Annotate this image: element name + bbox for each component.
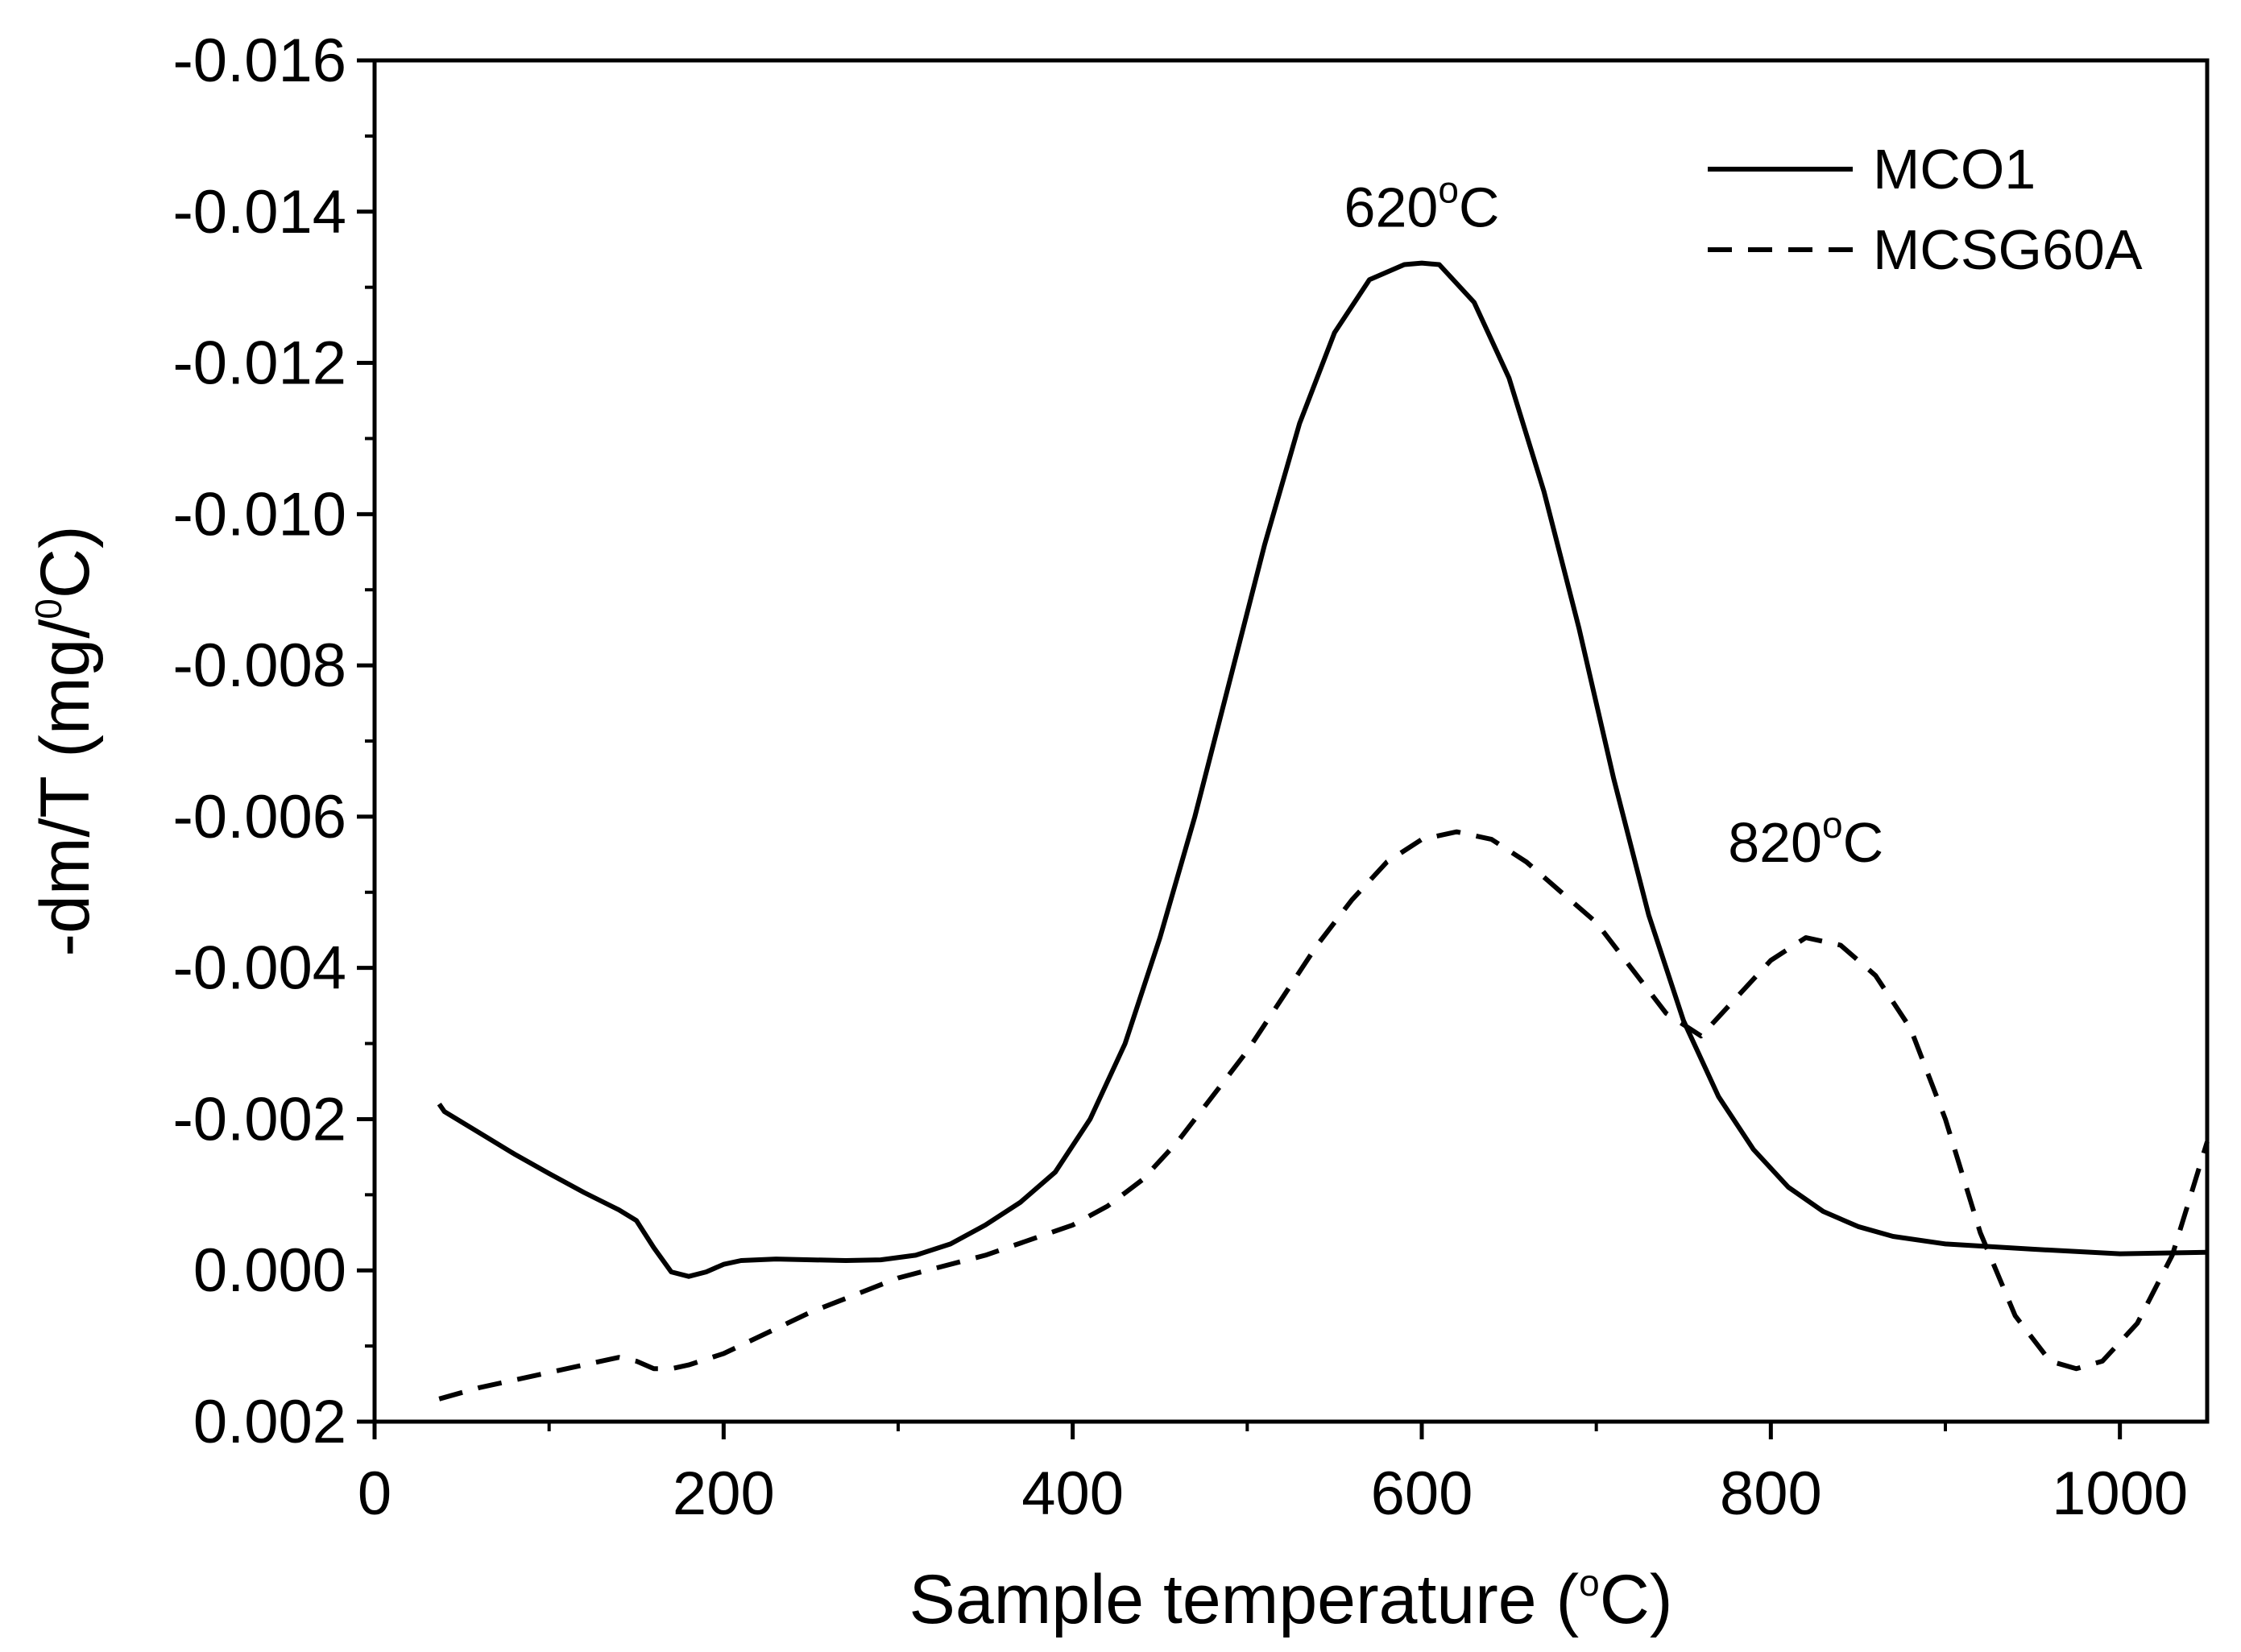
y-tick-label: -0.004 [173,934,347,1003]
legend-label-mco1: MCO1 [1873,138,2036,201]
y-tick-label: -0.008 [173,631,347,700]
x-tick-label: 800 [1720,1459,1822,1528]
x-tick-label: 0 [358,1459,391,1528]
legend-label-mcsg60a: MCSG60A [1873,218,2143,281]
y-tick-label: -0.016 [173,27,347,95]
y-tick-label: -0.002 [173,1085,347,1153]
legend: MCO1 MCSG60A [1708,138,2143,281]
x-axis-title: Sample temperature (oC) [909,1561,1672,1638]
x-tick-label: 400 [1021,1459,1124,1528]
series-line-mcsg60a [438,829,2210,1402]
ticks-layer [357,58,2123,1439]
y-axis-title: -dm/T (mg/0C) [27,525,104,956]
y-tick-label: -0.014 [173,178,347,246]
annotations-layer: 620oC 820oC [1344,169,1884,875]
tick-labels-layer: 0 200 400 600 800 1000 -0.016 -0.014 -0.012 -0.01… [173,27,2189,1528]
y-tick-label: -0.012 [173,329,347,398]
x-tick-label: 1000 [2052,1459,2188,1528]
peak-annotation: 620oC [1344,169,1500,239]
y-tick-label: -0.006 [173,783,347,851]
y-tick-label: 0.000 [193,1236,346,1305]
series-layer [437,260,2210,1402]
x-tick-label: 600 [1371,1459,1473,1528]
plot-frame [372,58,2210,1424]
y-tick-label: -0.010 [173,480,347,549]
y-tick-label: 0.002 [193,1388,346,1456]
peak-annotation: 820oC [1728,804,1883,874]
x-tick-label: 200 [673,1459,775,1528]
series-line-mco1 [437,260,2208,1279]
